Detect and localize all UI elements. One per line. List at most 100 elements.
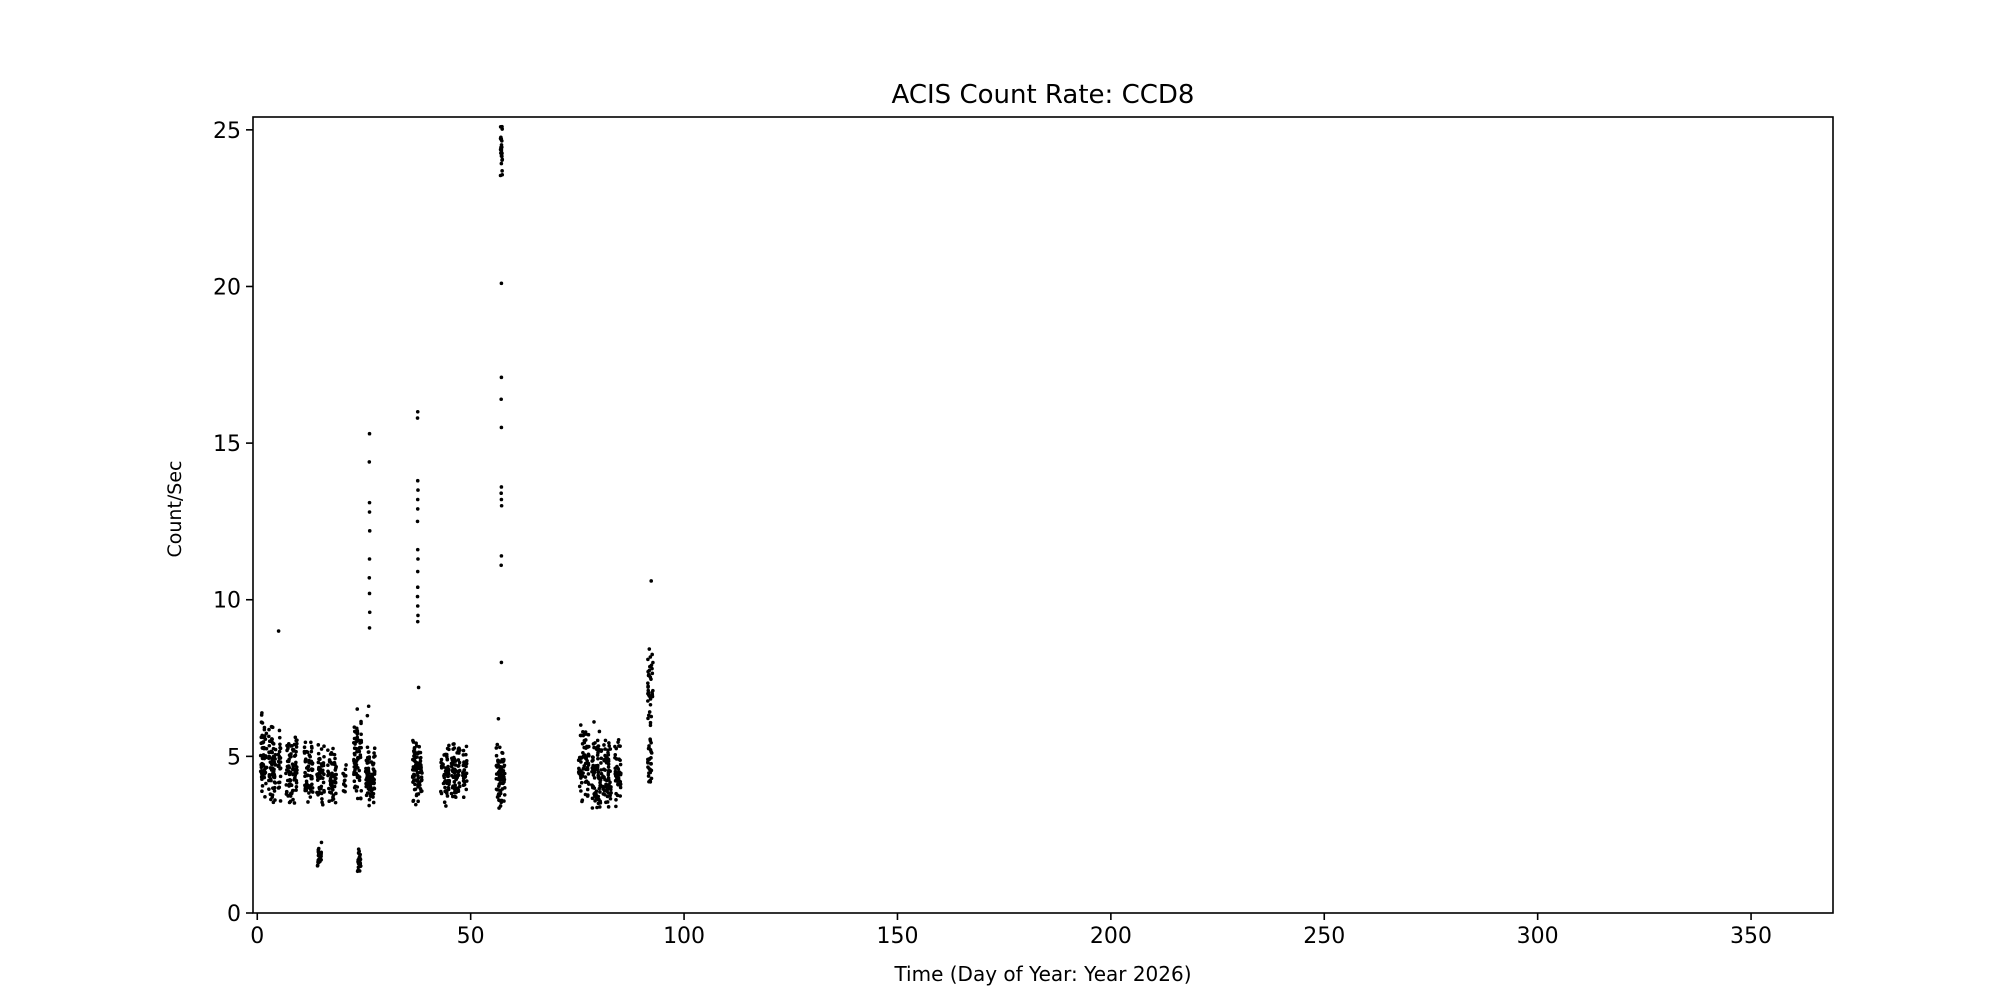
data-point xyxy=(415,778,420,783)
data-point xyxy=(262,746,266,751)
data-point xyxy=(366,750,371,754)
data-point xyxy=(317,857,321,862)
data-point xyxy=(650,652,654,657)
data-point xyxy=(616,771,620,775)
data-point xyxy=(321,763,326,768)
data-point xyxy=(303,770,307,775)
data-point xyxy=(261,754,265,759)
data-point xyxy=(278,760,283,764)
x-tick-label: 200 xyxy=(1090,924,1132,949)
data-point xyxy=(365,771,369,776)
data-point xyxy=(294,788,298,792)
data-point xyxy=(290,747,295,752)
data-point xyxy=(444,752,449,757)
data-point xyxy=(500,169,504,173)
data-point xyxy=(499,491,503,496)
data-point xyxy=(310,776,314,781)
data-point xyxy=(264,731,269,736)
data-point xyxy=(582,740,587,745)
data-point xyxy=(606,768,611,773)
data-point xyxy=(648,655,653,659)
data-point xyxy=(259,720,264,724)
data-point xyxy=(366,778,370,783)
data-point xyxy=(461,795,466,800)
data-point xyxy=(586,732,591,737)
data-point xyxy=(585,787,590,792)
data-point xyxy=(499,375,504,380)
x-tick-label: 50 xyxy=(457,924,485,949)
data-point xyxy=(289,752,293,756)
data-point xyxy=(276,629,281,633)
data-point xyxy=(415,507,420,511)
data-point xyxy=(583,775,588,779)
data-point xyxy=(606,773,611,777)
data-point xyxy=(494,776,499,781)
data-point xyxy=(260,784,265,788)
data-point xyxy=(649,663,654,668)
data-point xyxy=(271,800,276,805)
data-point xyxy=(352,759,356,763)
x-tick-label: 250 xyxy=(1303,924,1345,949)
y-tick-label: 15 xyxy=(213,432,241,457)
data-point xyxy=(316,777,320,781)
data-point xyxy=(326,773,330,778)
data-point xyxy=(318,757,322,762)
data-point xyxy=(285,748,289,753)
data-point xyxy=(445,794,450,798)
data-point xyxy=(502,771,507,776)
data-point xyxy=(442,774,446,778)
data-point xyxy=(462,760,466,764)
data-point xyxy=(319,791,324,796)
data-point xyxy=(276,780,281,785)
data-point xyxy=(261,740,266,744)
data-point xyxy=(604,760,609,765)
data-point xyxy=(646,774,651,778)
data-point xyxy=(263,737,268,741)
data-point xyxy=(315,790,319,795)
data-point xyxy=(292,778,296,782)
data-point xyxy=(332,784,337,789)
data-point xyxy=(449,791,454,796)
data-point xyxy=(494,753,499,758)
data-point xyxy=(649,677,653,681)
data-point xyxy=(592,770,597,775)
data-point xyxy=(319,775,323,779)
data-point xyxy=(449,764,454,769)
data-point xyxy=(415,519,420,524)
data-point xyxy=(596,775,601,779)
data-point xyxy=(453,787,457,792)
data-point xyxy=(310,790,315,794)
data-point xyxy=(304,749,309,754)
data-point xyxy=(267,734,271,739)
data-point xyxy=(497,768,502,773)
x-tick-label: 100 xyxy=(663,924,705,949)
data-point xyxy=(365,759,370,764)
data-point xyxy=(328,779,332,783)
data-point xyxy=(303,759,308,764)
data-point xyxy=(373,754,377,758)
data-point xyxy=(343,767,348,772)
data-point xyxy=(355,749,359,754)
data-point xyxy=(495,763,499,768)
data-point xyxy=(586,752,591,757)
data-point xyxy=(494,772,499,776)
data-point xyxy=(294,785,299,789)
data-point xyxy=(273,781,278,785)
data-point xyxy=(647,767,652,771)
data-point xyxy=(260,777,264,782)
data-point xyxy=(307,791,311,795)
data-point xyxy=(464,744,469,749)
data-point xyxy=(330,771,334,776)
data-point xyxy=(365,775,369,780)
data-point xyxy=(606,750,610,755)
data-point xyxy=(647,647,652,651)
data-point xyxy=(452,767,457,772)
data-point xyxy=(333,756,337,761)
data-point xyxy=(367,557,372,561)
data-point xyxy=(322,772,326,777)
data-point xyxy=(310,786,315,790)
data-point xyxy=(579,771,584,775)
data-point xyxy=(333,766,338,770)
data-point xyxy=(439,789,443,794)
data-point xyxy=(357,768,362,773)
